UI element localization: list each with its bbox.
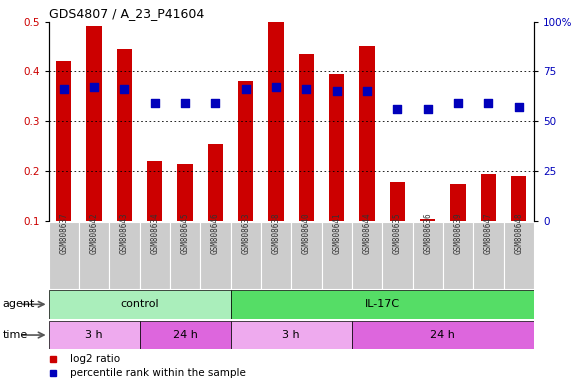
Point <box>211 100 220 106</box>
Bar <box>200 222 231 289</box>
Bar <box>178 164 192 221</box>
Text: GDS4807 / A_23_P41604: GDS4807 / A_23_P41604 <box>49 7 204 20</box>
Point <box>453 100 463 106</box>
Bar <box>261 222 291 289</box>
Bar <box>352 321 534 349</box>
Text: GSM808644: GSM808644 <box>363 213 372 254</box>
Bar <box>412 222 443 289</box>
Text: GSM808633: GSM808633 <box>241 213 250 254</box>
Text: percentile rank within the sample: percentile rank within the sample <box>70 368 246 378</box>
Bar <box>443 222 473 289</box>
Point <box>393 106 402 113</box>
Text: GSM808643: GSM808643 <box>120 213 129 254</box>
Bar <box>382 222 412 289</box>
Text: GSM808646: GSM808646 <box>211 213 220 254</box>
Bar <box>504 222 534 289</box>
Point <box>302 86 311 93</box>
Point <box>59 86 69 93</box>
Point <box>423 106 432 113</box>
Bar <box>139 222 170 289</box>
Text: agent: agent <box>3 299 35 310</box>
Bar <box>360 46 375 221</box>
Bar <box>231 321 352 349</box>
Bar <box>56 61 71 221</box>
Point <box>484 100 493 106</box>
Point <box>332 88 341 94</box>
Bar <box>86 26 102 221</box>
Point <box>120 86 129 93</box>
Bar <box>511 176 526 221</box>
Bar <box>79 222 109 289</box>
Text: 3 h: 3 h <box>85 330 103 340</box>
Bar <box>49 290 231 319</box>
Text: IL-17C: IL-17C <box>365 299 400 310</box>
Bar <box>291 222 321 289</box>
Bar <box>451 184 465 221</box>
Point <box>241 86 250 93</box>
Bar <box>473 222 504 289</box>
Text: GSM808634: GSM808634 <box>150 213 159 254</box>
Point <box>180 100 190 106</box>
Point <box>514 104 523 111</box>
Text: GSM808648: GSM808648 <box>514 213 523 254</box>
Text: GSM808642: GSM808642 <box>90 213 99 254</box>
Text: time: time <box>3 330 28 340</box>
Bar <box>109 222 139 289</box>
Point <box>363 88 372 94</box>
Text: GSM808635: GSM808635 <box>393 213 402 254</box>
Text: log2 ratio: log2 ratio <box>70 354 120 364</box>
Text: GSM808639: GSM808639 <box>453 213 463 254</box>
Bar <box>420 219 435 221</box>
Text: 24 h: 24 h <box>431 330 455 340</box>
Bar <box>299 54 314 221</box>
Bar <box>321 222 352 289</box>
Point <box>90 84 99 91</box>
Text: GSM808640: GSM808640 <box>302 213 311 254</box>
Bar <box>117 49 132 221</box>
Bar <box>49 321 139 349</box>
Text: 24 h: 24 h <box>172 330 198 340</box>
Bar <box>390 182 405 221</box>
Bar <box>147 161 162 221</box>
Bar <box>139 321 231 349</box>
Text: GSM808637: GSM808637 <box>59 213 68 254</box>
Bar <box>481 174 496 221</box>
Bar <box>238 81 254 221</box>
Bar <box>231 222 261 289</box>
Bar <box>352 222 382 289</box>
Text: GSM808645: GSM808645 <box>180 213 190 254</box>
Text: GSM808641: GSM808641 <box>332 213 341 254</box>
Bar <box>268 22 284 221</box>
Bar <box>49 222 79 289</box>
Text: control: control <box>120 299 159 310</box>
Text: 3 h: 3 h <box>283 330 300 340</box>
Bar <box>231 290 534 319</box>
Point <box>150 100 159 106</box>
Point <box>271 84 280 91</box>
Text: GSM808647: GSM808647 <box>484 213 493 254</box>
Bar <box>208 144 223 221</box>
Text: GSM808636: GSM808636 <box>423 213 432 254</box>
Bar <box>329 74 344 221</box>
Bar <box>170 222 200 289</box>
Text: GSM808638: GSM808638 <box>272 213 280 254</box>
